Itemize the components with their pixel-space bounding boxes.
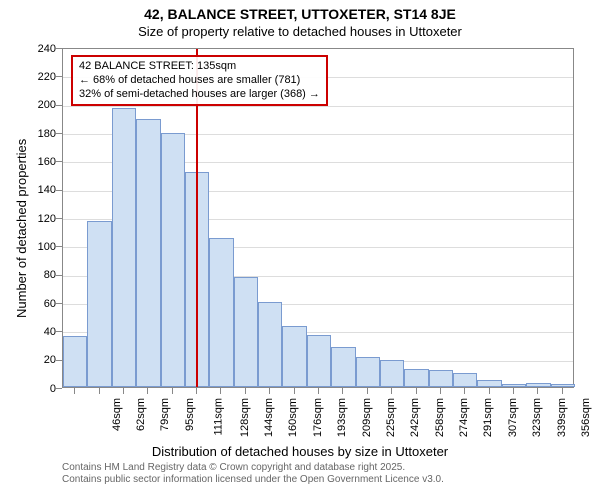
y-tick-label: 60 — [26, 298, 56, 310]
y-tick-mark — [56, 190, 62, 191]
x-tick-mark — [294, 388, 295, 394]
x-tick-mark — [464, 388, 465, 394]
histogram-bar — [331, 347, 355, 387]
histogram-bar — [429, 370, 453, 387]
y-tick-mark — [56, 105, 62, 106]
x-tick-mark — [245, 388, 246, 394]
y-tick-label: 220 — [26, 71, 56, 83]
x-tick-mark — [220, 388, 221, 394]
annotation-line2: ← 68% of detached houses are smaller (78… — [79, 74, 320, 88]
histogram-bar — [526, 383, 550, 387]
x-tick-label: 323sqm — [531, 398, 543, 437]
x-tick-mark — [99, 388, 100, 394]
histogram-bar — [258, 302, 282, 387]
y-tick-label: 120 — [26, 213, 56, 225]
y-tick-mark — [56, 133, 62, 134]
x-tick-label: 209sqm — [361, 398, 373, 437]
annotation-line1: 42 BALANCE STREET: 135sqm — [79, 60, 320, 74]
y-tick-mark — [56, 218, 62, 219]
histogram-bar — [356, 357, 380, 387]
y-tick-label: 100 — [26, 241, 56, 253]
x-tick-mark — [74, 388, 75, 394]
chart-container: 42, BALANCE STREET, UTTOXETER, ST14 8JE … — [0, 0, 600, 500]
x-tick-label: 274sqm — [458, 398, 470, 437]
x-tick-label: 356sqm — [580, 398, 592, 437]
x-tick-label: 160sqm — [287, 398, 299, 437]
annotation-box: 42 BALANCE STREET: 135sqm ← 68% of detac… — [71, 55, 328, 106]
attribution-line1: Contains HM Land Registry data © Crown c… — [62, 462, 405, 473]
histogram-bar — [307, 335, 331, 387]
x-tick-label: 144sqm — [263, 398, 275, 437]
x-tick-label: 111sqm — [213, 398, 225, 436]
x-tick-label: 193sqm — [336, 398, 348, 437]
x-tick-mark — [172, 388, 173, 394]
x-tick-mark — [537, 388, 538, 394]
x-tick-label: 79sqm — [159, 398, 171, 431]
x-tick-mark — [318, 388, 319, 394]
x-tick-mark — [196, 388, 197, 394]
plot-area: 42 BALANCE STREET: 135sqm ← 68% of detac… — [62, 48, 574, 388]
histogram-bar — [209, 238, 233, 387]
x-tick-label: 291sqm — [483, 398, 495, 437]
x-tick-mark — [513, 388, 514, 394]
x-tick-mark — [440, 388, 441, 394]
x-tick-mark — [147, 388, 148, 394]
y-tick-label: 180 — [26, 128, 56, 140]
y-tick-label: 200 — [26, 99, 56, 111]
x-tick-label: 62sqm — [135, 398, 147, 431]
x-tick-label: 95sqm — [184, 398, 196, 431]
x-tick-mark — [123, 388, 124, 394]
y-tick-label: 140 — [26, 184, 56, 196]
x-tick-mark — [367, 388, 368, 394]
x-tick-label: 46sqm — [111, 398, 123, 431]
x-tick-label: 242sqm — [409, 398, 421, 437]
y-tick-label: 160 — [26, 156, 56, 168]
x-tick-label: 339sqm — [556, 398, 568, 437]
annotation-line3: 32% of semi-detached houses are larger (… — [79, 88, 320, 102]
x-tick-label: 176sqm — [312, 398, 324, 437]
y-tick-mark — [56, 275, 62, 276]
y-tick-label: 240 — [26, 43, 56, 55]
histogram-bar — [161, 133, 185, 387]
x-axis-label: Distribution of detached houses by size … — [0, 444, 600, 459]
y-tick-mark — [56, 360, 62, 361]
histogram-bar — [234, 277, 258, 388]
chart-title-line1: 42, BALANCE STREET, UTTOXETER, ST14 8JE — [0, 6, 600, 22]
y-tick-mark — [56, 388, 62, 389]
y-tick-mark — [56, 331, 62, 332]
x-tick-mark — [562, 388, 563, 394]
histogram-bar — [453, 373, 477, 387]
histogram-bar — [282, 326, 306, 387]
y-tick-mark — [56, 303, 62, 304]
x-tick-label: 225sqm — [385, 398, 397, 437]
y-tick-mark — [56, 246, 62, 247]
histogram-bar — [477, 380, 501, 387]
histogram-bar — [380, 360, 404, 387]
histogram-bar — [502, 384, 526, 387]
x-tick-mark — [391, 388, 392, 394]
y-tick-label: 40 — [26, 326, 56, 338]
x-tick-mark — [416, 388, 417, 394]
y-tick-mark — [56, 76, 62, 77]
x-tick-mark — [269, 388, 270, 394]
histogram-bar — [63, 336, 87, 387]
y-tick-label: 80 — [26, 269, 56, 281]
histogram-bar — [551, 384, 575, 387]
histogram-bar — [112, 108, 136, 387]
y-tick-mark — [56, 48, 62, 49]
x-tick-label: 307sqm — [507, 398, 519, 437]
histogram-bar — [136, 119, 160, 387]
x-tick-label: 128sqm — [239, 398, 251, 437]
y-tick-label: 0 — [26, 383, 56, 395]
x-tick-mark — [342, 388, 343, 394]
histogram-bar — [87, 221, 111, 387]
y-tick-label: 20 — [26, 354, 56, 366]
x-tick-mark — [489, 388, 490, 394]
y-tick-mark — [56, 161, 62, 162]
histogram-bar — [404, 369, 428, 387]
chart-title-line2: Size of property relative to detached ho… — [0, 24, 600, 39]
x-tick-label: 258sqm — [434, 398, 446, 437]
attribution-line2: Contains public sector information licen… — [62, 474, 444, 485]
